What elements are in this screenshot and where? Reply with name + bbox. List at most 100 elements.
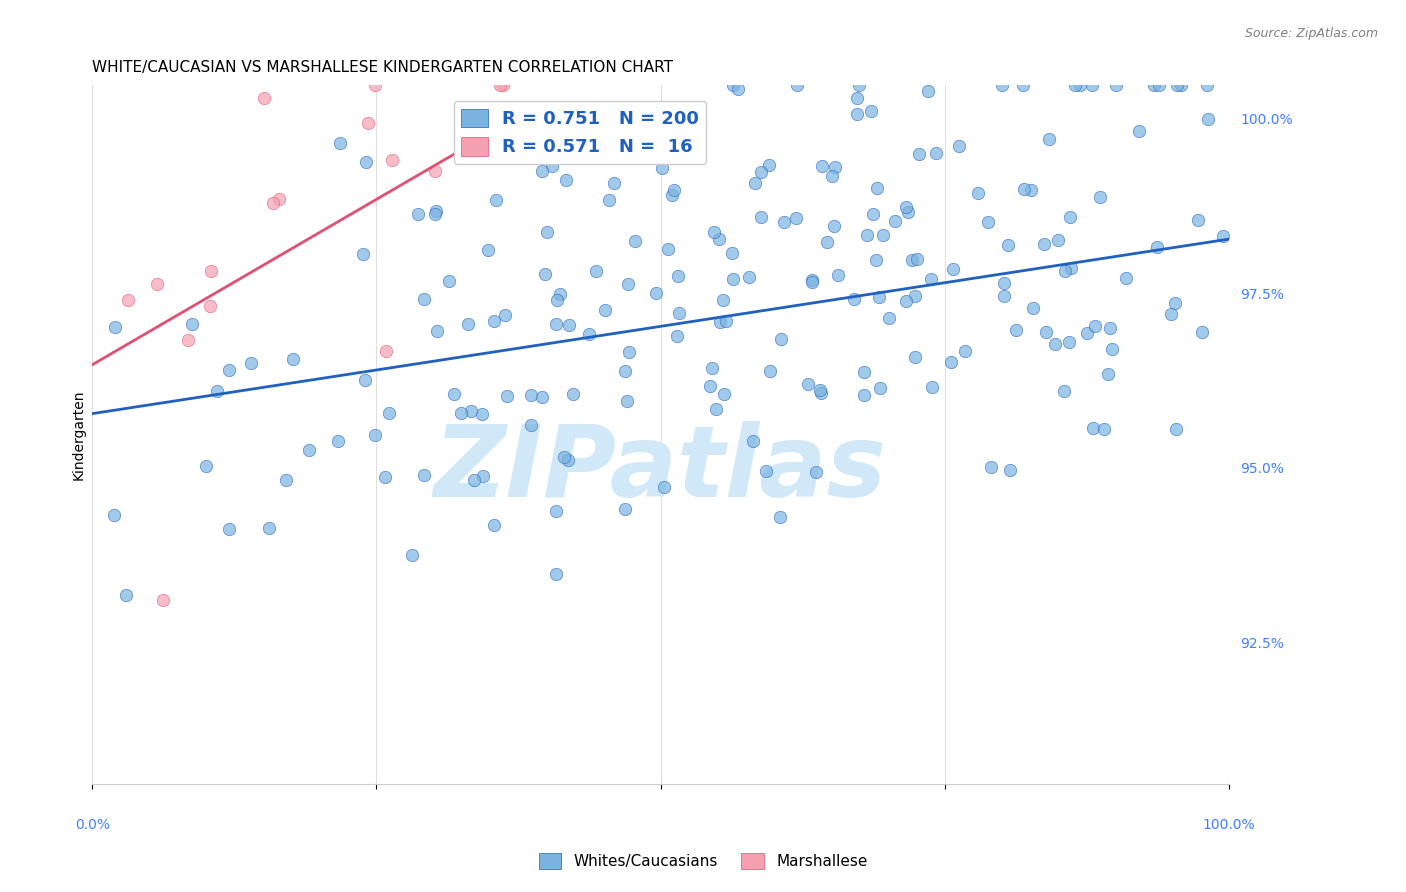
Point	[905, 252, 928, 267]
Point	[785, 211, 807, 225]
Point	[1170, 78, 1192, 93]
Point	[494, 308, 516, 322]
Point	[908, 147, 931, 161]
Point	[477, 243, 499, 257]
Point	[661, 188, 683, 202]
Point	[1060, 260, 1083, 275]
Point	[1092, 422, 1115, 436]
Point	[205, 384, 228, 398]
Point	[104, 320, 127, 334]
Point	[1069, 78, 1091, 93]
Point	[1011, 78, 1033, 93]
Point	[176, 333, 198, 347]
Point	[553, 450, 575, 464]
Point	[703, 226, 725, 240]
Point	[853, 365, 876, 379]
Point	[1043, 337, 1066, 351]
Point	[598, 194, 620, 208]
Point	[558, 318, 581, 332]
Point	[894, 293, 917, 308]
Point	[713, 386, 735, 401]
Point	[709, 315, 731, 329]
Point	[711, 293, 734, 307]
Point	[758, 158, 780, 172]
Point	[181, 317, 204, 331]
Point	[585, 264, 607, 278]
Point	[1004, 323, 1026, 337]
Point	[738, 269, 761, 284]
Point	[770, 332, 793, 346]
Text: Source: ZipAtlas.com: Source: ZipAtlas.com	[1244, 27, 1378, 40]
Point	[801, 275, 824, 289]
Point	[707, 232, 730, 246]
Point	[115, 588, 138, 602]
Point	[846, 107, 869, 121]
Point	[827, 268, 849, 282]
Point	[617, 277, 640, 291]
Point	[297, 443, 319, 458]
Point	[354, 155, 377, 169]
Point	[848, 78, 870, 93]
Point	[492, 78, 515, 93]
Point	[1059, 210, 1081, 224]
Point	[1164, 296, 1187, 310]
Point	[749, 164, 772, 178]
Point	[652, 480, 675, 494]
Point	[413, 468, 436, 483]
Point	[855, 228, 877, 243]
Point	[1053, 384, 1076, 398]
Point	[699, 378, 721, 392]
Point	[1038, 132, 1060, 146]
Point	[644, 285, 666, 300]
Point	[823, 219, 845, 234]
Point	[804, 466, 827, 480]
Point	[884, 214, 907, 228]
Point	[842, 292, 865, 306]
Point	[742, 434, 765, 449]
Point	[980, 460, 1002, 475]
Point	[200, 264, 222, 278]
Point	[977, 215, 1000, 229]
Point	[1143, 78, 1166, 93]
Point	[1212, 229, 1234, 244]
Point	[619, 345, 641, 359]
Point	[457, 317, 479, 331]
Point	[218, 522, 240, 536]
Point	[276, 474, 298, 488]
Point	[482, 518, 505, 533]
Point	[364, 78, 387, 93]
Point	[1035, 325, 1057, 339]
Point	[700, 360, 723, 375]
Point	[897, 204, 920, 219]
Point	[755, 464, 778, 478]
Point	[603, 177, 626, 191]
Point	[942, 262, 965, 277]
Point	[759, 364, 782, 378]
Point	[1166, 78, 1188, 93]
Point	[613, 363, 636, 377]
Point	[1097, 367, 1119, 381]
Point	[1032, 237, 1054, 252]
Point	[352, 247, 374, 261]
Point	[666, 268, 689, 283]
Point	[1053, 263, 1076, 277]
Point	[1076, 326, 1098, 341]
Point	[536, 225, 558, 239]
Point	[562, 387, 585, 401]
Point	[194, 459, 217, 474]
Point	[1081, 421, 1104, 435]
Point	[557, 453, 579, 467]
Point	[357, 116, 380, 130]
Point	[953, 344, 976, 359]
Point	[1014, 182, 1036, 196]
Point	[329, 136, 352, 151]
Point	[862, 207, 884, 221]
Legend: Whites/Caucasians, Marshallese: Whites/Caucasians, Marshallese	[533, 847, 873, 875]
Point	[993, 276, 1015, 290]
Point	[546, 566, 568, 581]
Point	[1064, 78, 1087, 93]
Point	[768, 509, 790, 524]
Point	[152, 593, 174, 607]
Text: 100.0%: 100.0%	[1202, 818, 1256, 832]
Point	[146, 277, 169, 291]
